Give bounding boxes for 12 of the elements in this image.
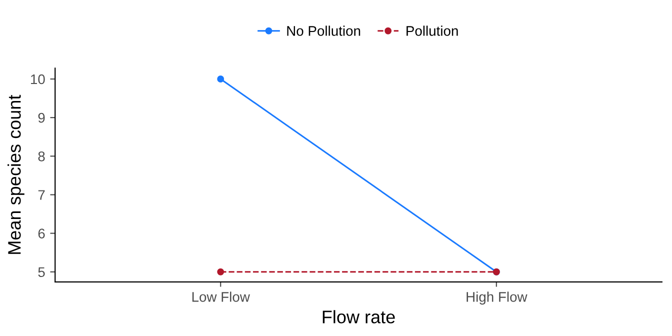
y-tick-label: 9 (38, 112, 45, 123)
y-tick-label: 5 (38, 267, 45, 278)
x-tick-label: High Flow (466, 292, 528, 305)
x-axis-title: Flow rate (322, 310, 395, 324)
y-tick-label: 10 (30, 74, 45, 84)
y-tick-label: 8 (38, 151, 45, 162)
y-axis-title: Mean species count (8, 94, 24, 254)
y-tick-label: 6 (38, 228, 45, 238)
x-tick-label: Low Flow (192, 292, 250, 302)
legend-label: No Pollution (287, 26, 360, 36)
legend-label: Pollution (406, 26, 458, 36)
y-tick-label: 7 (38, 190, 45, 200)
